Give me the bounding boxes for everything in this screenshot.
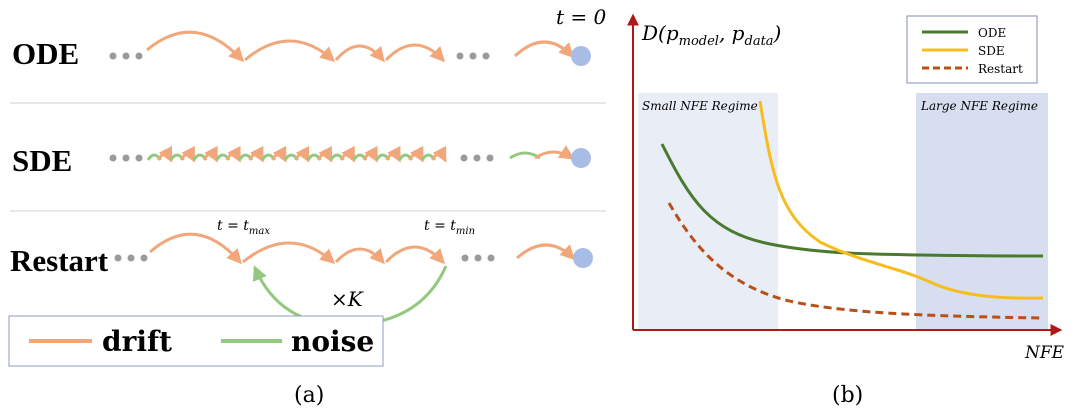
terminal-dot [571,148,591,168]
legend-drift-label: drift [102,325,172,358]
sde-arc [271,145,287,163]
legend-sde-label: SDE [978,44,1005,58]
series-line-sde [758,100,1044,300]
chart-b: Small NFE Regime Large NFE Regime D(pmod… [627,13,1065,363]
sde-arc [225,145,241,163]
drift-arrows [146,30,575,63]
sde-arc [362,145,378,163]
t-zero-label: t = 0 [556,5,607,29]
ellipsis-dots [114,254,495,262]
sde-row [109,145,591,168]
x-axis-label: NFE [1024,343,1065,363]
row-label-sde: SDE [12,143,73,178]
sde-arc [408,145,424,163]
sde-arc [179,145,196,163]
ellipsis-dots [109,154,494,162]
sde-arc [385,145,401,163]
sde-arc [294,145,310,163]
sde-arc [316,145,333,163]
ellipsis-dots [109,52,490,60]
legend-restart-label: Restart [978,62,1023,76]
sde-arc [431,145,447,163]
row-label-restart: Restart [10,243,109,278]
caption-a: (a) [294,383,325,408]
drift-arrows [149,232,576,265]
t-min-label: t = tmin [424,218,475,237]
small-nfe-region [638,93,778,329]
large-nfe-region [916,93,1048,329]
loop-times-k-label: ×K [331,287,364,311]
series-line-ode [660,143,1044,258]
noise-drift-arcs [146,145,575,163]
terminal-dot [571,46,591,66]
t-max-label: t = tmax [217,218,270,237]
sde-arc [339,145,356,163]
small-nfe-label: Small NFE Regime [642,99,758,113]
sde-arc [202,145,218,163]
terminal-dot [573,248,593,268]
legend-ode-label: ODE [978,26,1006,40]
sde-arc [534,145,575,160]
sde-arc [156,145,173,163]
sde-arc [248,145,264,163]
legend-noise-label: noise [291,325,374,358]
diagram-a: t = 0 t = tmax t = tmin ×K drift noise [8,5,607,367]
y-axis-label: D(pmodel, pdata) [641,21,781,49]
row-label-ode: ODE [12,36,80,71]
series-line-restart [667,202,1044,320]
caption-b: (b) [832,383,864,408]
large-nfe-label: Large NFE Regime [920,99,1038,113]
restart-row [114,232,593,327]
ode-row [109,30,591,66]
